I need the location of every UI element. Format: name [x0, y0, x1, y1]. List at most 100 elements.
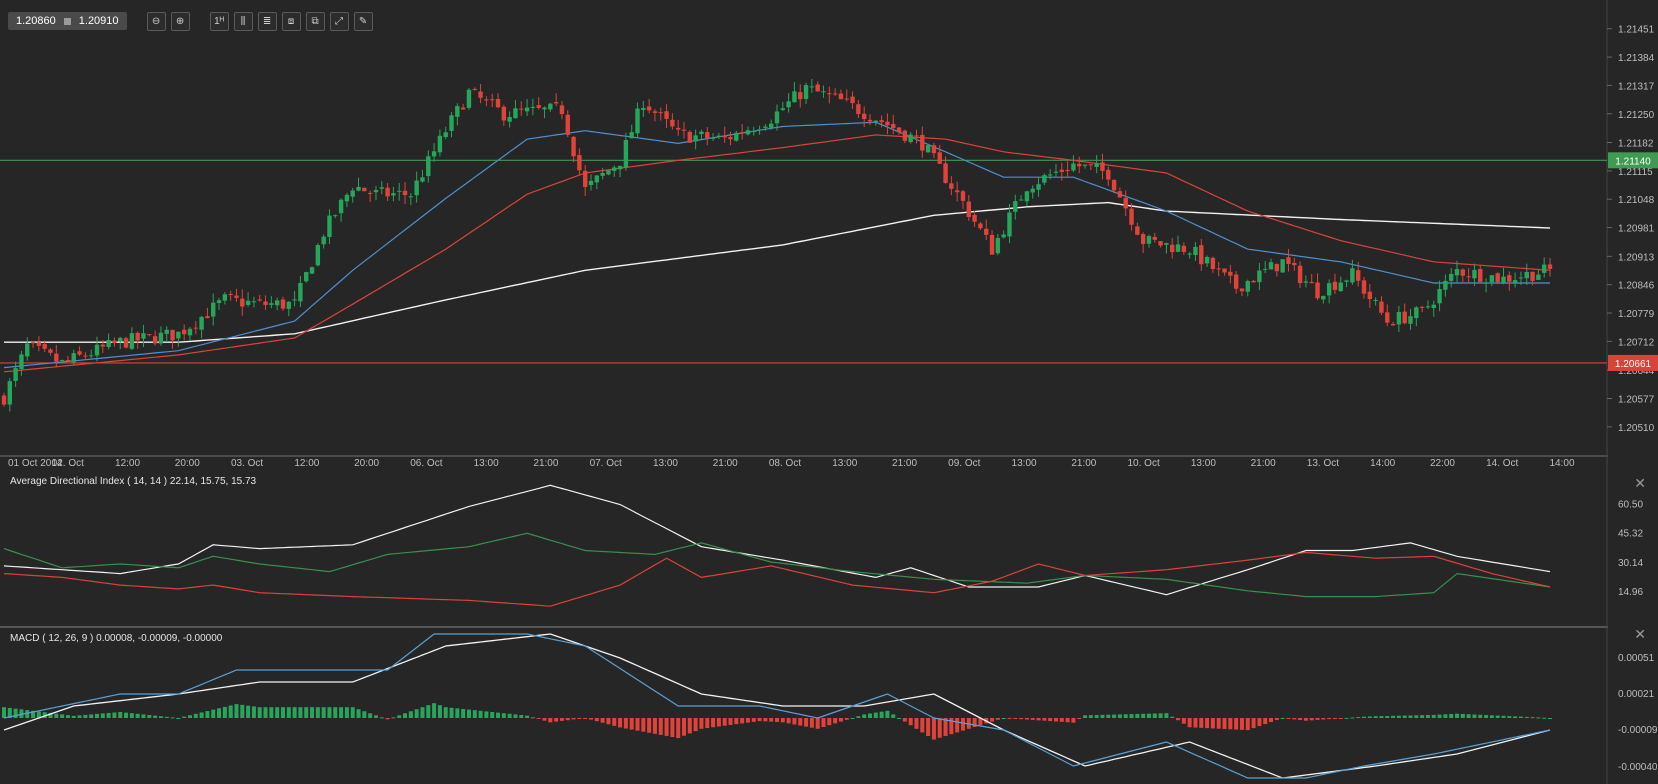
candle-body[interactable] — [583, 170, 588, 187]
candle-body[interactable] — [972, 214, 977, 222]
candle-body[interactable] — [1082, 164, 1088, 166]
candle-body[interactable] — [850, 96, 855, 104]
candle-body[interactable] — [641, 107, 646, 110]
candle-body[interactable] — [112, 340, 117, 344]
candle-body[interactable] — [728, 137, 733, 140]
candle-body[interactable] — [774, 111, 780, 124]
candle-body[interactable] — [1326, 283, 1332, 296]
candle-body[interactable] — [187, 328, 193, 336]
fullscreen-icon[interactable]: ⤢ — [329, 11, 349, 31]
candle-body[interactable] — [786, 101, 791, 108]
candle-body[interactable] — [768, 123, 774, 128]
candle-body[interactable] — [158, 332, 164, 344]
candle-body[interactable] — [1146, 236, 1152, 244]
candle-body[interactable] — [896, 127, 902, 133]
candle-body[interactable] — [1199, 245, 1204, 265]
candle-body[interactable] — [1518, 277, 1524, 279]
candle-body[interactable] — [885, 121, 890, 126]
candle-body[interactable] — [193, 327, 198, 329]
candle-body[interactable] — [798, 92, 803, 100]
candle-body[interactable] — [1030, 188, 1035, 193]
candle-body[interactable] — [338, 199, 344, 214]
candle-body[interactable] — [123, 338, 129, 348]
candle-body[interactable] — [1385, 312, 1390, 323]
candle-body[interactable] — [397, 190, 402, 192]
price-pane[interactable] — [0, 78, 1607, 412]
candle-body[interactable] — [1501, 276, 1506, 283]
candle-body[interactable] — [1013, 201, 1018, 212]
candle-body[interactable] — [629, 132, 634, 139]
candle-body[interactable] — [1379, 301, 1384, 313]
adx-di_minus-line[interactable] — [3, 551, 1551, 607]
candle-body[interactable] — [844, 98, 849, 100]
candle-body[interactable] — [292, 299, 297, 301]
zoom-out-icon[interactable]: ⊖ — [146, 11, 166, 31]
candle-body[interactable] — [1106, 169, 1111, 180]
candle-body[interactable] — [891, 123, 896, 129]
candle-body[interactable] — [19, 354, 24, 370]
candle-body[interactable] — [548, 103, 553, 110]
candle-body[interactable] — [48, 349, 53, 353]
candle-body[interactable] — [984, 228, 989, 235]
macd-line[interactable] — [3, 633, 1551, 779]
candle-body[interactable] — [966, 201, 971, 217]
candle-body[interactable] — [1344, 280, 1349, 282]
candle-body[interactable] — [960, 191, 966, 201]
candle-body[interactable] — [495, 98, 501, 108]
candle-body[interactable] — [658, 112, 663, 114]
candle-body[interactable] — [1356, 270, 1361, 281]
candle-body[interactable] — [867, 119, 873, 122]
candle-body[interactable] — [257, 299, 262, 301]
candle-body[interactable] — [1077, 163, 1082, 167]
candle-body[interactable] — [827, 93, 832, 95]
candle-body[interactable] — [367, 192, 373, 194]
candle-body[interactable] — [1414, 307, 1419, 319]
candle-body[interactable] — [519, 108, 524, 110]
candle-body[interactable] — [1448, 274, 1454, 281]
candle-body[interactable] — [1094, 163, 1099, 167]
ema-fast-line[interactable] — [3, 121, 1550, 369]
candle-body[interactable] — [1332, 281, 1338, 290]
candle-body[interactable] — [181, 329, 187, 335]
candle-body[interactable] — [1280, 259, 1285, 273]
candle-body[interactable] — [402, 190, 408, 196]
candle-body[interactable] — [443, 132, 448, 138]
candle-body[interactable] — [176, 331, 181, 339]
candle-body[interactable] — [1007, 212, 1012, 237]
candle-body[interactable] — [426, 156, 431, 177]
candle-body[interactable] — [1483, 282, 1489, 284]
candle-body[interactable] — [1286, 257, 1291, 264]
candle-body[interactable] — [803, 85, 809, 99]
candle-body[interactable] — [751, 131, 756, 133]
candle-body[interactable] — [455, 106, 460, 117]
candle-body[interactable] — [1024, 191, 1030, 202]
candle-body[interactable] — [914, 135, 919, 137]
candle-body[interactable] — [1239, 288, 1245, 292]
candle-body[interactable] — [222, 294, 228, 301]
candle-body[interactable] — [234, 295, 239, 298]
candle-body[interactable] — [1489, 275, 1495, 283]
adx-adx-line[interactable] — [3, 484, 1551, 596]
candle-body[interactable] — [373, 190, 379, 193]
candle-body[interactable] — [1018, 199, 1024, 201]
candle-body[interactable] — [954, 190, 960, 193]
candle-body[interactable] — [228, 294, 233, 296]
candle-body[interactable] — [989, 234, 995, 255]
candle-body[interactable] — [681, 129, 687, 131]
candle-body[interactable] — [1524, 271, 1529, 279]
candle-body[interactable] — [88, 355, 94, 357]
candle-body[interactable] — [147, 334, 152, 336]
candle-body[interactable] — [129, 333, 135, 349]
candle-body[interactable] — [757, 129, 762, 131]
chart-settings-icon[interactable]: ⧈ — [281, 11, 301, 31]
candle-body[interactable] — [861, 113, 867, 120]
candle-body[interactable] — [391, 193, 396, 196]
candle-body[interactable] — [873, 120, 879, 123]
candle-body[interactable] — [1338, 282, 1343, 292]
candle-body[interactable] — [274, 300, 280, 306]
indicators-icon[interactable]: ≣ — [257, 11, 277, 31]
candle-body[interactable] — [152, 336, 158, 344]
candle-body[interactable] — [925, 145, 931, 153]
candle-body[interactable] — [937, 152, 942, 164]
candle-body[interactable] — [298, 282, 303, 302]
